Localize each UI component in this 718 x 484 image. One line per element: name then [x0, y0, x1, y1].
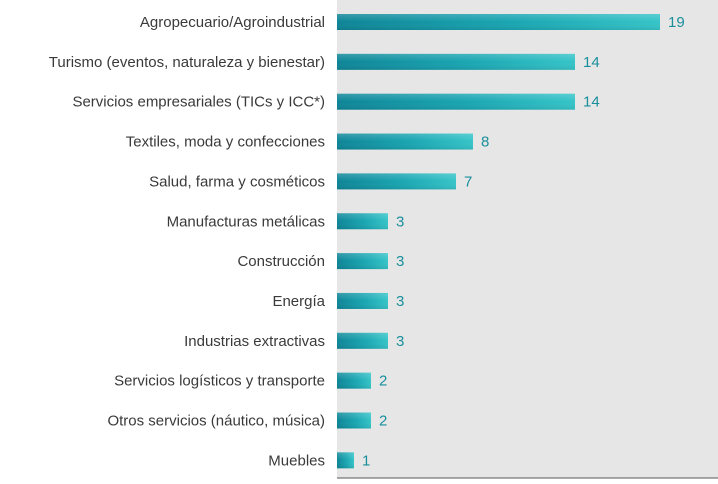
bar-row: Turismo (eventos, naturaleza y bienestar… [49, 53, 600, 71]
value-label: 8 [481, 134, 489, 151]
value-label: 14 [583, 54, 600, 71]
category-label: Servicios logísticos y transporte [114, 373, 325, 390]
category-label: Textiles, moda y confecciones [126, 134, 325, 151]
value-label: 14 [583, 94, 600, 111]
value-label: 3 [396, 213, 404, 230]
category-label: Agropecuario/Agroindustrial [140, 14, 325, 31]
value-label: 3 [396, 333, 404, 350]
category-label: Otros servicios (náutico, música) [107, 413, 325, 430]
bar-row: Industrias extractivas 3 [184, 332, 404, 350]
category-label: Servicios empresariales (TICs y ICC*) [72, 94, 325, 111]
value-label: 2 [379, 373, 387, 390]
category-label: Industrias extractivas [184, 333, 325, 350]
category-label: Turismo (eventos, naturaleza y bienestar… [49, 54, 325, 71]
category-label: Muebles [268, 452, 325, 469]
value-label: 1 [362, 452, 370, 469]
bar-shading [337, 412, 371, 429]
bar-row: Agropecuario/Agroindustrial 19 [140, 14, 685, 31]
category-label: Salud, farma y cosméticos [149, 173, 325, 190]
category-label: Construcción [237, 253, 325, 270]
bar-shading [337, 53, 575, 70]
value-label: 3 [396, 293, 404, 310]
bar-shading [337, 173, 456, 190]
bar-row: Textiles, moda y confecciones 8 [126, 133, 489, 151]
bar-row: Salud, farma y cosméticos 7 [149, 173, 472, 190]
bar-row: Otros servicios (náutico, música) 2 [107, 412, 387, 430]
bar-row: Servicios logísticos y transporte 2 [114, 372, 387, 390]
bar-shading [337, 213, 388, 230]
plot-background [337, 0, 718, 478]
bar-shading [337, 332, 388, 349]
bar-shading [337, 14, 660, 30]
bar-row: Servicios empresariales (TICs y ICC*) 14 [72, 93, 600, 111]
bar-shading [337, 133, 473, 150]
bar-row: Muebles 1 [268, 452, 370, 469]
bar-shading [337, 253, 388, 270]
value-label: 7 [464, 173, 472, 190]
bar-row: Manufacturas metálicas 3 [167, 213, 404, 230]
category-label: Energía [272, 293, 325, 310]
value-label: 19 [668, 14, 685, 31]
bar-shading [337, 452, 354, 469]
bar-row: Construcción 3 [237, 253, 404, 270]
bar-row: Energía 3 [272, 292, 404, 310]
value-label: 2 [379, 413, 387, 430]
bar-shading [337, 372, 371, 389]
value-label: 3 [396, 253, 404, 270]
bar-shading [337, 292, 388, 309]
category-label: Manufacturas metálicas [167, 213, 325, 230]
bar-shading [337, 93, 575, 110]
